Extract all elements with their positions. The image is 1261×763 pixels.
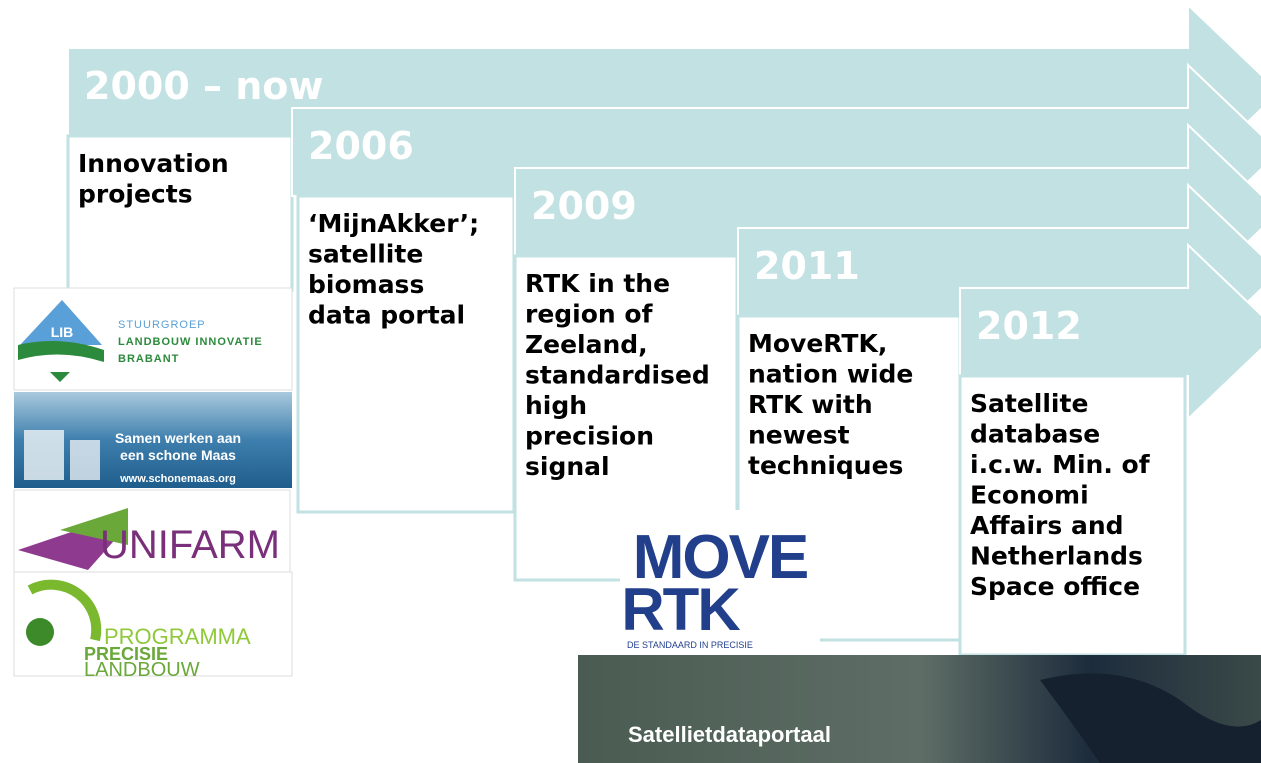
stage-description: nation wide — [748, 360, 913, 389]
stage-description: RTK with — [748, 390, 873, 419]
stage-year: 2011 — [754, 244, 860, 288]
movertk-text: RTK — [621, 576, 740, 643]
schone-maas-glass — [70, 440, 100, 480]
stage-description: MoveRTK, — [748, 329, 887, 358]
stage-description: signal — [525, 452, 610, 481]
stage-description: Economi — [970, 481, 1089, 510]
stage-description: Space office — [970, 572, 1140, 601]
stage-description: i.c.w. Min. of — [970, 450, 1151, 479]
stage-description: techniques — [748, 451, 903, 480]
stage-description: Netherlands — [970, 542, 1143, 571]
stage-description: ‘MijnAkker’; — [308, 209, 479, 238]
movertk-tagline: DE STANDAARD IN PRECISIE — [627, 640, 753, 650]
schone-maas-glass — [24, 430, 64, 480]
ppl-text: LANDBOUW — [84, 659, 200, 681]
stage-year: 2009 — [531, 184, 637, 228]
stage-description: Innovation — [78, 149, 229, 178]
stage-description: database — [970, 420, 1100, 449]
schone-maas-text: een schone Maas — [120, 447, 236, 463]
stage-description: data portal — [308, 301, 465, 330]
stage-description: high — [525, 391, 587, 420]
schone-maas-url: www.schonemaas.org — [119, 473, 236, 485]
stage-description: region of — [525, 300, 654, 329]
satellite-title: Satellietdataportaal — [628, 722, 831, 747]
stage-year: 2006 — [308, 124, 414, 168]
stage-description: satellite — [308, 240, 423, 269]
stage-description: projects — [78, 180, 193, 209]
stage-description: precision — [525, 422, 654, 451]
stage-description: Satellite — [970, 389, 1088, 418]
schone-maas-text: Samen werken aan — [115, 430, 241, 446]
lib-mark: LIB — [51, 324, 74, 340]
lib-text: LANDBOUW INNOVATIE — [118, 336, 263, 348]
stage-description: Zeeland, — [525, 330, 648, 359]
stage-description: RTK in the — [525, 269, 670, 298]
stage-description: biomass — [308, 270, 424, 299]
stage-description: Affairs and — [970, 511, 1124, 540]
ppl-dot — [26, 618, 54, 646]
lib-text: BRABANT — [118, 353, 179, 365]
stage-year: 2000 – now — [84, 64, 324, 108]
stage-description: standardised — [525, 361, 710, 390]
stage-description: newest — [748, 421, 850, 450]
page: {"stages": [ {"year": "2000 – now", "des… — [0, 0, 1261, 763]
lib-text: STUURGROEP — [118, 319, 206, 331]
stage-year: 2012 — [976, 304, 1082, 348]
unifarm-name: UNIFARM — [100, 523, 280, 567]
timeline-diagram: 2000 – now Innovationprojects 2006 ‘MijnAkk… — [0, 0, 1261, 763]
